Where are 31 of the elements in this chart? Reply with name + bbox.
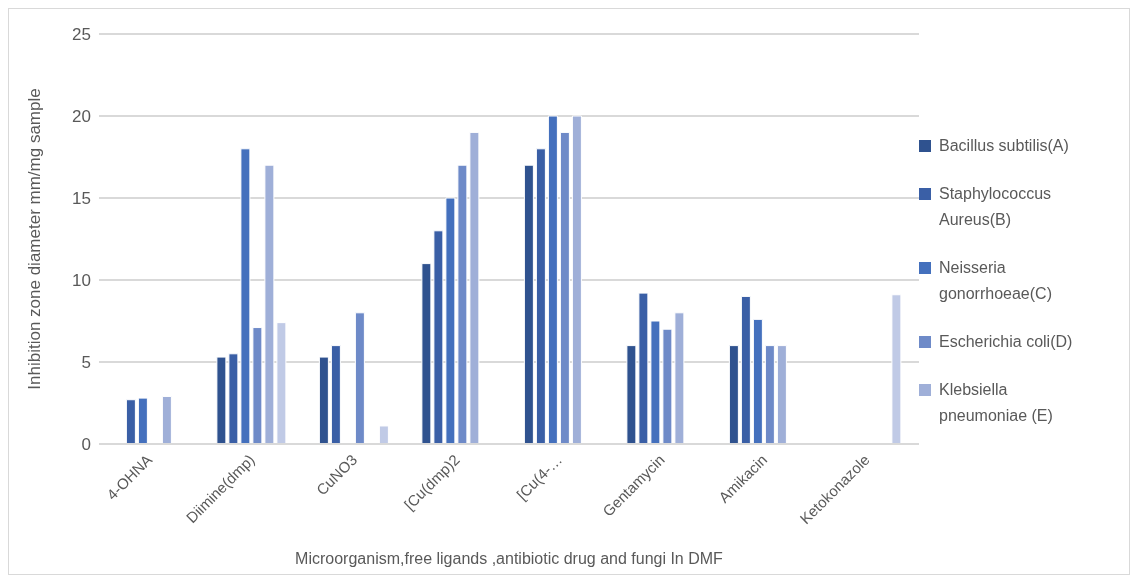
legend-label: Klebsiella pneumoniae (E)	[939, 379, 1054, 426]
bar	[547, 115, 558, 444]
y-axis-title: Inhibition zone diameter mm/mg sample	[25, 88, 45, 390]
y-tick-label: 20	[72, 107, 91, 127]
bar	[740, 295, 751, 444]
legend-label: Escherichia coli(D)	[939, 331, 1074, 352]
bar	[161, 395, 172, 444]
y-tick-label: 10	[72, 271, 91, 291]
bar	[318, 356, 329, 444]
x-axis-title: Microorganism,free ligands ,antibiotic drug and fungi In DMF	[295, 550, 724, 567]
y-tick-label: 5	[81, 353, 91, 373]
bar	[764, 345, 775, 444]
legend-label: Staphylococcus Aureus(B)	[939, 183, 1053, 230]
bar	[776, 345, 787, 444]
bar	[125, 399, 136, 444]
bar	[354, 312, 365, 444]
bar	[728, 345, 739, 444]
bar	[571, 115, 582, 444]
bar	[330, 345, 341, 444]
bar	[891, 294, 902, 444]
y-tick-label: 25	[72, 25, 91, 45]
bar	[523, 164, 534, 444]
legend-label: Neisseria gonorrhoeae(C)	[939, 257, 1053, 304]
bar	[378, 425, 389, 444]
y-tick-label: 15	[72, 189, 91, 209]
bar	[535, 148, 546, 444]
legend-label: Bacillus subtilis(A)	[939, 135, 1070, 156]
bar	[137, 397, 148, 444]
y-tick-label: 0	[81, 435, 91, 455]
bar	[559, 131, 570, 444]
bar	[752, 318, 763, 444]
